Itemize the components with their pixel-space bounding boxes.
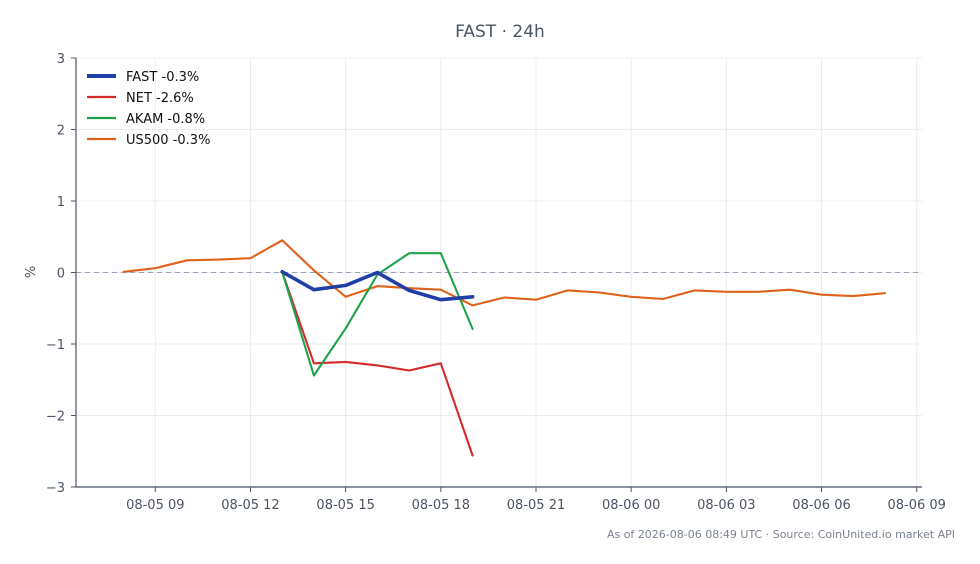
y-tick-label: 3 [57,52,65,67]
axes: 3 2 1 0 −1 −2 −3 08-05 09 08-05 12 08-05 15 08-05 … [46,52,946,513]
x-tick-label: 08-05 15 [316,498,374,513]
y-tick-label: −2 [46,410,65,425]
x-tick-label: 08-06 06 [792,498,850,513]
legend-label: FAST -0.3% [126,70,199,85]
x-tick-label: 08-06 00 [602,498,660,513]
legend-label: AKAM -0.8% [126,112,205,127]
y-tick-label: 0 [57,267,65,282]
y-axis-label: % [24,266,39,278]
x-tick-label: 08-05 09 [126,498,184,513]
y-tick-label: −3 [46,481,65,496]
series-line-us500 [122,239,887,307]
y-tick-label: 2 [57,124,65,139]
x-tick-label: 08-05 12 [221,498,279,513]
x-tick-label: 08-06 09 [887,498,945,513]
chart-title: FAST · 24h [455,22,545,42]
x-tick-label: 08-05 21 [507,498,565,513]
x-tick-label: 08-05 18 [412,498,470,513]
source-footnote: As of 2026-08-06 08:49 UTC · Source: Coi… [607,528,955,541]
series-lines [122,239,887,457]
legend: FAST -0.3% NET -2.6% AKAM -0.8% US500 -0.3% [87,70,210,148]
legend-label: US500 -0.3% [126,133,210,148]
y-tick-label: −1 [46,338,65,353]
series-line-fast [280,269,475,302]
x-tick-label: 08-06 03 [697,498,755,513]
series-line-net [281,270,474,457]
legend-label: NET -2.6% [126,91,194,106]
y-tick-label: 1 [57,195,65,210]
series-line-akam [281,252,474,377]
